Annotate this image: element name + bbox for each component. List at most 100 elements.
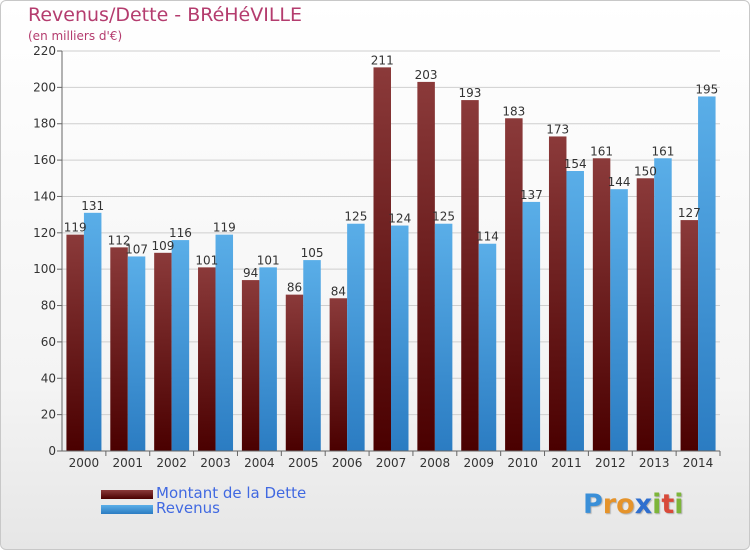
data-label-revenus: 107	[125, 242, 148, 256]
bar-revenus	[434, 223, 453, 451]
bar-dette	[548, 136, 567, 452]
y-tick-label: 0	[48, 444, 56, 458]
y-tick-label: 180	[33, 117, 56, 131]
proxiti-logo: Proxiti	[583, 489, 684, 520]
data-label-revenus: 105	[301, 246, 324, 260]
x-tick-label: 2012	[595, 456, 626, 470]
x-tick-label: 2005	[288, 456, 319, 470]
bar-revenus	[347, 223, 365, 451]
data-label-revenus: 124	[388, 212, 411, 226]
x-tick-label: 2008	[420, 456, 451, 470]
bar-dette	[417, 81, 435, 451]
x-tick-label: 2010	[507, 456, 538, 470]
y-tick-label: 60	[41, 335, 56, 349]
data-label-dette: 86	[287, 281, 302, 295]
legend-swatch-dette	[101, 490, 153, 499]
x-tick-label: 2011	[551, 456, 582, 470]
data-label-dette: 109	[151, 239, 174, 253]
data-label-dette: 203	[415, 68, 438, 82]
bar-revenus	[83, 212, 102, 451]
data-label-revenus: 154	[564, 157, 587, 171]
bar-dette	[461, 100, 479, 451]
bar-dette	[110, 247, 128, 451]
legend-label-revenus: Revenus	[156, 499, 220, 517]
x-tick-label: 2000	[69, 456, 100, 470]
x-tick-label: 2006	[332, 456, 363, 470]
bar-dette	[66, 234, 84, 451]
bar-dette	[285, 294, 304, 451]
y-tick-label: 100	[33, 262, 56, 276]
legend-label-dette: Montant de la Dette	[156, 484, 307, 502]
bar-dette	[154, 252, 172, 451]
x-tick-label: 2003	[200, 456, 231, 470]
bar-dette	[636, 178, 655, 452]
bar-revenus	[127, 256, 146, 451]
logo-letter: o	[616, 489, 635, 520]
legend-swatch-revenus	[101, 505, 153, 514]
data-label-dette: 193	[459, 86, 482, 100]
bar-revenus	[654, 158, 672, 452]
x-tick-label: 2007	[376, 456, 407, 470]
bar-dette	[198, 267, 216, 451]
chart-subtitle: (en milliers d'€)	[28, 29, 123, 43]
logo-letter: r	[602, 489, 617, 520]
bar-revenus	[478, 243, 497, 451]
logo-letter: x	[634, 489, 653, 520]
bar-revenus	[610, 189, 628, 451]
data-label-revenus: 114	[476, 230, 499, 244]
bars	[66, 67, 716, 452]
data-label-revenus: 131	[81, 199, 104, 213]
data-label-dette: 173	[546, 122, 569, 136]
x-tick-label: 2009	[463, 456, 494, 470]
axes: 0 20 40 60 80 100 120 140 160 180 200 220 2000 2001 20…	[33, 44, 721, 470]
bar-dette	[373, 67, 391, 451]
data-label-revenus: 195	[695, 82, 718, 96]
y-tick-label: 140	[33, 189, 56, 203]
x-tick-label: 2014	[683, 456, 714, 470]
data-label-dette: 112	[108, 233, 131, 247]
bar-dette	[680, 220, 699, 451]
x-tick-label: 2013	[639, 456, 670, 470]
data-label-revenus: 144	[608, 175, 631, 189]
y-tick-label: 220	[33, 44, 56, 58]
y-tick-label: 160	[33, 153, 56, 167]
x-tick-label: 2004	[244, 456, 275, 470]
bar-revenus	[566, 171, 584, 451]
data-label-revenus: 137	[520, 188, 543, 202]
data-label-revenus: 116	[169, 226, 192, 240]
y-tick-label: 40	[41, 371, 56, 385]
data-label-revenus: 119	[213, 221, 236, 235]
data-label-revenus: 101	[257, 253, 280, 267]
x-tick-label: 2001	[113, 456, 144, 470]
data-label-revenus: 125	[344, 210, 367, 224]
y-tick-label: 120	[33, 226, 56, 240]
data-label-dette: 101	[195, 253, 218, 267]
data-label-dette: 84	[331, 284, 346, 298]
data-label-dette: 119	[64, 221, 87, 235]
logo-letter: t	[661, 489, 675, 520]
y-tick-label: 20	[41, 408, 56, 422]
bar-revenus	[303, 260, 321, 451]
bar-revenus	[259, 267, 277, 451]
bar-revenus	[522, 201, 541, 451]
logo-letter: P	[583, 489, 603, 520]
chart-title: Revenus/Dette - BRéHéVILLE	[28, 4, 303, 26]
bar-revenus	[171, 240, 190, 451]
data-label-dette: 183	[502, 104, 525, 118]
bar-dette	[241, 280, 260, 451]
bar-revenus	[391, 225, 409, 451]
x-tick-label: 2002	[156, 456, 187, 470]
bar-dette	[505, 118, 523, 451]
data-label-dette: 150	[634, 164, 657, 178]
data-label-revenus: 125	[432, 210, 455, 224]
data-label-dette: 161	[590, 144, 613, 158]
data-label-dette: 94	[243, 266, 258, 280]
data-label-dette: 211	[371, 53, 394, 67]
bar-revenus	[698, 96, 716, 452]
bar-dette	[329, 298, 348, 451]
y-tick-label: 200	[33, 80, 56, 94]
logo-letter: i	[652, 489, 662, 520]
data-label-revenus: 161	[651, 144, 674, 158]
